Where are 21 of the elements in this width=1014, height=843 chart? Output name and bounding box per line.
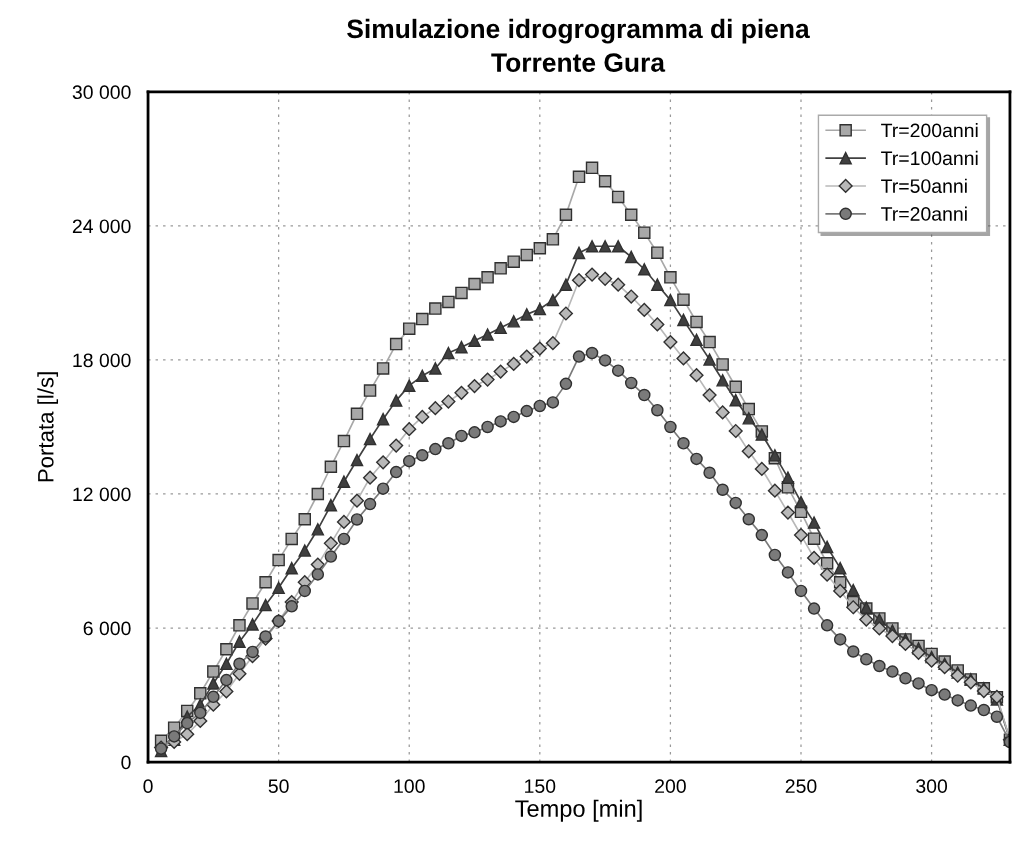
legend-label: Tr=100anni <box>881 150 978 166</box>
y-tick-label: 18 000 <box>73 353 131 368</box>
chart-title: Simulazione idrogrogramma di piena <box>347 18 810 44</box>
x-tick-label: 150 <box>525 779 556 794</box>
legend-label: Tr=20anni <box>881 206 967 221</box>
x-tick-label: 100 <box>394 779 425 794</box>
x-tick-label: 200 <box>655 779 686 794</box>
legend-label: Tr=200anni <box>881 123 978 138</box>
x-tick-label: 300 <box>916 779 948 794</box>
y-tick-label: 30 000 <box>72 85 131 100</box>
y-tick-label: 12 000 <box>73 487 131 502</box>
chart-subtitle: Torrente Gura <box>491 53 666 72</box>
legend-label: Tr=50anni <box>881 178 967 193</box>
y-tick-label: 6 000 <box>83 621 131 636</box>
x-tick-label: 0 <box>143 779 153 794</box>
y-tick-label: 24 000 <box>72 219 131 234</box>
x-tick-label: 50 <box>268 779 289 794</box>
y-tick-label: 0 <box>121 755 131 770</box>
y-axis-title: Portata [l/s] <box>37 372 59 482</box>
x-axis-title: Tempo [min] <box>515 799 642 822</box>
x-tick-label: 250 <box>785 779 817 794</box>
